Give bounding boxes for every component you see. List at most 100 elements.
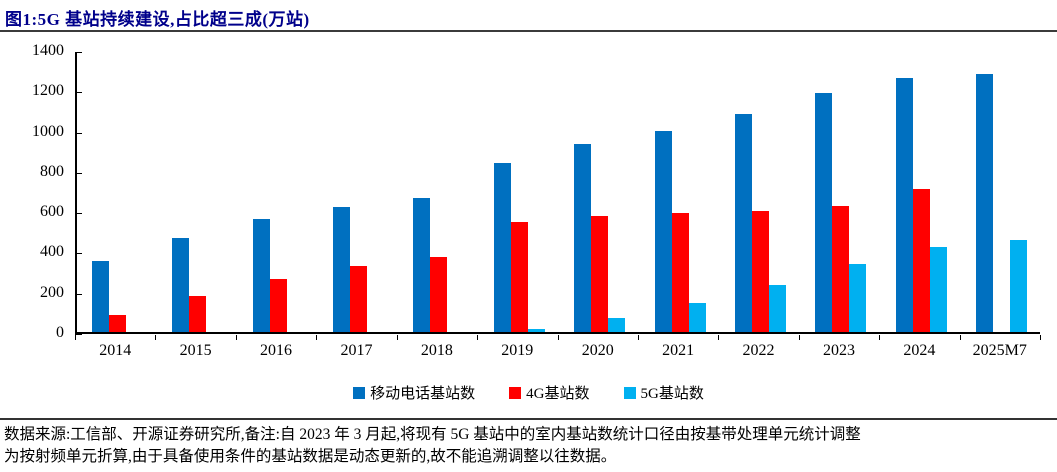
bar-移动电话基站数-2023 xyxy=(815,93,833,332)
bar-移动电话基站数-2021 xyxy=(654,131,672,332)
y-tick-mark xyxy=(75,334,82,335)
bar-4G基站数-2021 xyxy=(671,213,689,332)
bar-4G基站数-2016 xyxy=(269,279,287,332)
bar-group-2017 xyxy=(318,50,398,332)
title-divider xyxy=(0,30,1057,32)
bar-移动电话基站数-2020 xyxy=(574,144,592,332)
x-tick-label: 2016 xyxy=(260,342,293,359)
bar-group-2022 xyxy=(720,50,800,332)
bar-group-2025M7 xyxy=(962,50,1042,332)
x-tick-label: 2023 xyxy=(822,342,855,359)
footer-divider xyxy=(0,418,1057,420)
bar-group-2014 xyxy=(77,50,157,332)
x-tick-mark xyxy=(75,335,76,340)
bar-4G基站数-2022 xyxy=(752,210,770,332)
bar-5G基站数-2022 xyxy=(769,285,787,332)
x-tick-label: 2025M7 xyxy=(972,342,1027,359)
x-tick-label: 2020 xyxy=(581,342,614,359)
y-tick-label: 200 xyxy=(40,283,64,301)
bar-5G基站数-2024 xyxy=(929,246,947,332)
legend-marker-icon xyxy=(509,386,522,399)
legend-item: 5G基站数 xyxy=(623,382,704,403)
bar-group-2015 xyxy=(157,50,237,332)
y-tick-mark xyxy=(75,213,82,215)
x-tick-label: 2014 xyxy=(99,342,132,359)
x-tick-mark xyxy=(477,335,479,340)
bar-移动电话基站数-2019 xyxy=(493,162,511,332)
legend-label: 4G基站数 xyxy=(526,386,590,402)
bar-移动电话基站数-2016 xyxy=(252,219,270,332)
x-tick-label: 2018 xyxy=(420,342,453,359)
bar-移动电话基站数-2018 xyxy=(413,198,431,332)
plot-area xyxy=(75,52,1040,334)
x-tick-mark xyxy=(396,335,398,340)
x-tick-mark xyxy=(959,335,961,340)
x-tick-label: 2021 xyxy=(662,342,695,359)
bar-chart: 0 200 400 600 800 1000 1200 1400 2014 2015 2016 20… xyxy=(0,40,1057,375)
y-tick-mark xyxy=(75,92,82,94)
bar-4G基站数-2024 xyxy=(912,189,930,332)
bar-4G基站数-2017 xyxy=(349,265,367,332)
bar-4G基站数-2015 xyxy=(189,296,207,332)
source-note: 数据来源:工信部、开源证券研究所,备注:自 2023 年 3 月起,将现有 5G… xyxy=(4,424,1053,468)
legend-marker-icon xyxy=(623,386,636,399)
bar-移动电话基站数-2025M7 xyxy=(976,74,994,332)
x-tick-mark xyxy=(798,335,800,340)
x-tick-mark xyxy=(235,335,237,340)
y-tick-label: 1000 xyxy=(32,122,64,140)
y-tick-mark xyxy=(75,293,82,295)
x-tick-mark xyxy=(316,335,318,340)
legend-label: 移动电话基站数 xyxy=(370,386,476,402)
chart-legend: 移动电话基站数 4G基站数 5G基站数 xyxy=(0,382,1057,403)
x-tick-mark xyxy=(557,335,559,340)
bar-移动电话基站数-2022 xyxy=(735,113,753,332)
bar-group-2016 xyxy=(238,50,318,332)
x-tick-label: 2019 xyxy=(501,342,534,359)
x-tick-mark xyxy=(718,335,720,340)
bar-5G基站数-2021 xyxy=(688,303,706,332)
bar-移动电话基站数-2015 xyxy=(172,238,190,332)
bar-4G基站数-2020 xyxy=(591,215,609,332)
y-tick-label: 0 xyxy=(56,324,64,341)
x-tick-label: 2022 xyxy=(742,342,775,359)
x-tick-label: 2015 xyxy=(179,342,212,359)
y-tick-label: 600 xyxy=(40,203,64,221)
legend-item: 4G基站数 xyxy=(509,382,590,403)
bar-4G基站数-2014 xyxy=(108,314,126,332)
source-note-line1: 数据来源:工信部、开源证券研究所,备注:自 2023 年 3 月起,将现有 5G… xyxy=(4,426,861,443)
x-tick-mark xyxy=(879,335,881,340)
bar-移动电话基站数-2017 xyxy=(332,207,350,332)
bar-移动电话基站数-2014 xyxy=(91,261,109,332)
legend-marker-icon xyxy=(353,386,366,399)
legend-label: 5G基站数 xyxy=(640,386,704,402)
y-tick-mark xyxy=(75,132,82,134)
bar-5G基站数-2023 xyxy=(849,264,867,332)
y-tick-label: 1200 xyxy=(32,82,64,100)
x-tick-label: 2024 xyxy=(903,342,936,359)
bar-5G基站数-2020 xyxy=(608,317,626,332)
x-tick-mark xyxy=(1040,335,1041,340)
bar-group-2021 xyxy=(640,50,720,332)
x-tick-mark xyxy=(155,335,157,340)
bar-group-2023 xyxy=(801,50,881,332)
legend-item: 移动电话基站数 xyxy=(353,382,475,403)
bar-group-2020 xyxy=(560,50,640,332)
y-tick-label: 800 xyxy=(40,162,64,180)
x-tick-mark xyxy=(637,335,639,340)
bar-group-2024 xyxy=(881,50,961,332)
y-tick-label: 1400 xyxy=(32,42,64,59)
y-tick-mark xyxy=(75,52,82,53)
bar-移动电话基站数-2024 xyxy=(895,78,913,332)
bar-4G基站数-2019 xyxy=(510,222,528,332)
bar-5G基站数-2019 xyxy=(527,329,545,332)
page-title: 图1:5G 基站持续建设,占比超三成(万站) xyxy=(5,10,310,29)
bar-4G基站数-2023 xyxy=(832,205,850,332)
bar-group-2018 xyxy=(399,50,479,332)
y-tick-mark xyxy=(75,172,82,174)
y-tick-label: 400 xyxy=(40,243,64,261)
bar-4G基站数-2018 xyxy=(430,257,448,332)
bar-group-2019 xyxy=(479,50,559,332)
source-note-line2: 为按射频单元折算,由于具备使用条件的基站数据是动态更新的,故不能追溯调整以往数据… xyxy=(4,448,617,465)
bar-5G基站数-2025M7 xyxy=(1010,239,1028,332)
